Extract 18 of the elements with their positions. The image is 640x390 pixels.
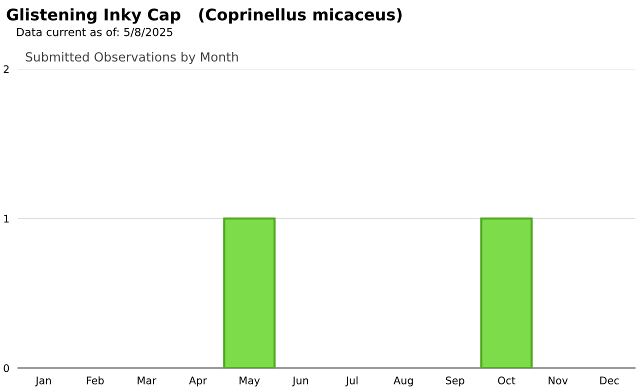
x-tick-label: Jul bbox=[345, 376, 358, 386]
chart-subtitle: Data current as of: 5/8/2025 bbox=[17, 28, 172, 38]
x-tick-label: Feb bbox=[86, 376, 104, 384]
y-tick-label: 1 bbox=[4, 214, 9, 222]
x-tick-label: Aug bbox=[394, 376, 413, 386]
y-tick-label: 0 bbox=[4, 364, 9, 372]
chart-title: Glistening Inky Cap (Coprinellus micaceus) bbox=[6, 8, 402, 24]
x-tick-label: Sep bbox=[446, 376, 464, 386]
y-tick-label: 2 bbox=[4, 65, 9, 73]
x-tick-label: Apr bbox=[189, 376, 207, 386]
x-tick-label: May bbox=[240, 376, 260, 386]
x-tick-label: Jan bbox=[35, 376, 51, 386]
text: Submitted Observations by Month bbox=[26, 52, 238, 64]
x-tick-label: Mar bbox=[138, 376, 156, 384]
x-tick-label: Jun bbox=[292, 376, 308, 386]
x-tick-label: Oct bbox=[498, 376, 516, 384]
x-tick-label: Nov bbox=[548, 376, 568, 384]
x-tick-label: Dec bbox=[600, 376, 619, 384]
